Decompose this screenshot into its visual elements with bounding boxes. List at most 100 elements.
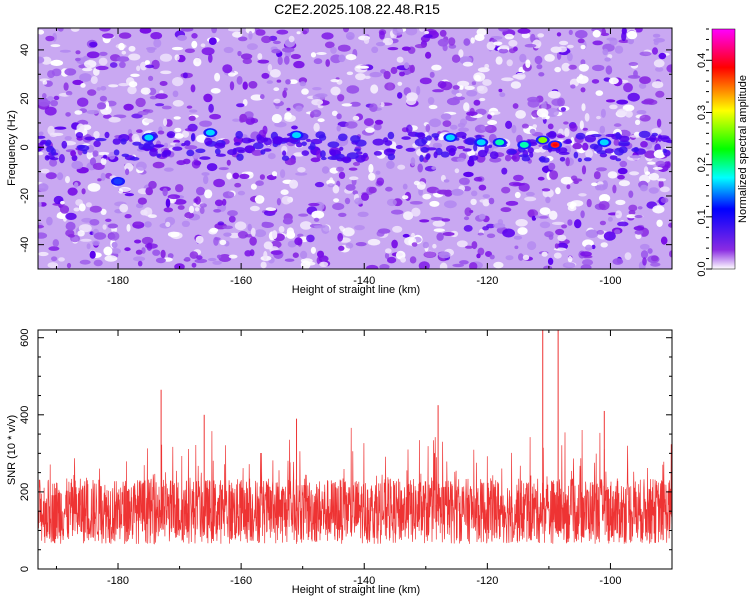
spectrogram-cell (379, 264, 390, 269)
spectrogram-cell (352, 190, 359, 195)
colorbar: 0.0 0.1 0.2 0.3 0.4 Normalized spectral ampl… (696, 28, 749, 277)
spectrogram-cell (567, 44, 574, 49)
spectrogram-cell (211, 28, 217, 34)
spectrogram-cell (655, 160, 666, 167)
spectrogram-cell (341, 103, 353, 107)
spectrogram-cell (294, 237, 303, 246)
spectrogram-band-cell (521, 156, 531, 162)
spectrogram-cell (356, 65, 369, 69)
spectrogram-cell (368, 163, 374, 173)
spectrogram-cell (409, 256, 417, 264)
spectrogram-band-cell (387, 131, 395, 140)
spectrogram-cell (57, 28, 64, 32)
spectrogram-cell (184, 145, 198, 150)
spectrogram-cell (45, 35, 55, 42)
spectrogram-cell (237, 50, 242, 57)
spectrogram-cell (428, 104, 438, 110)
spectrogram-cell (355, 73, 366, 81)
spectrogram-cell (66, 262, 72, 269)
spectrogram-band-cell (301, 150, 310, 156)
spectrogram-cell (617, 174, 625, 180)
spectrogram-cell (100, 157, 107, 166)
spectrogram-band-cell (651, 132, 658, 137)
spectrogram-band-cell (172, 146, 183, 151)
spectrogram-cell (157, 130, 165, 135)
spectrogram-cell (648, 172, 660, 181)
spectrogram-cell (90, 76, 98, 84)
spectrogram-cell (419, 77, 432, 85)
spectrogram-cell (108, 116, 121, 123)
spectrogram-cell (656, 118, 662, 128)
spectrogram-cell (64, 68, 77, 76)
spectrogram-cell (390, 66, 398, 75)
spectrogram-cell (332, 202, 345, 211)
bright-cluster (492, 137, 507, 147)
spectrogram-cell (89, 219, 100, 226)
spectrogram-cell (139, 28, 152, 34)
spectrogram-cell (174, 133, 184, 139)
spectrogram-cell (145, 187, 153, 196)
spectrogram-cell (131, 133, 140, 143)
spectrogram-cell (633, 226, 645, 231)
spectrogram-cell (384, 82, 396, 91)
spectrogram-cell (451, 54, 461, 63)
spectrogram-band-cell (455, 131, 467, 138)
spectrogram-cell (541, 188, 551, 192)
spectrogram-cell (186, 105, 193, 109)
spectrogram-cell (104, 255, 118, 262)
spectrogram-cell (228, 232, 240, 239)
spectrogram-cell (342, 227, 355, 237)
spectrogram-cell (280, 189, 289, 195)
spectrogram-cell (87, 89, 97, 96)
spectrogram-band-cell (508, 149, 518, 155)
spectrogram-cell (618, 39, 630, 43)
spectrogram-cell (228, 254, 238, 259)
spectrogram-cell (93, 131, 100, 139)
spectrogram-cell (48, 246, 60, 251)
spectrogram-cell (566, 184, 571, 190)
spectrogram-cell (53, 95, 60, 101)
spectrogram-cell (639, 114, 651, 122)
spectrogram-cell (556, 32, 562, 37)
spectrogram-cell (554, 243, 559, 249)
spectrogram-cell (495, 56, 503, 65)
snr-x-ticks: -180 -160 -140 -120 -100 (55, 330, 673, 587)
spectrogram-cell (177, 34, 187, 41)
spectrogram-cell (47, 96, 54, 102)
spectrogram-cell (442, 120, 452, 127)
spectrogram-cell (536, 108, 549, 118)
spectrogram-cell (526, 191, 535, 197)
spectrogram-cell (201, 172, 210, 176)
spectrogram-cell (564, 127, 570, 137)
spectrogram-cell (47, 262, 59, 269)
cluster-core (113, 178, 123, 185)
spectrogram-cell (133, 256, 146, 262)
spectrogram-cell (659, 186, 670, 193)
bright-cluster (548, 140, 563, 150)
spectrogram-cell (147, 47, 156, 53)
spectrogram-cell (159, 81, 168, 86)
spectrogram-cell (493, 41, 503, 46)
spectrogram-cell (524, 43, 537, 48)
spectrogram-cell (376, 177, 385, 186)
spectrogram-cell (219, 239, 227, 245)
spectrogram-cell (345, 242, 354, 249)
spectrogram-cell (406, 92, 418, 102)
spectrogram-cell (471, 81, 477, 86)
spectrogram-cell (338, 212, 347, 217)
spectrogram-cell (107, 223, 119, 229)
spectrogram-cell (59, 49, 71, 53)
spectrogram-cell (191, 40, 198, 49)
spectrogram-cell (302, 30, 308, 35)
spectrogram-cell (424, 30, 430, 35)
spectrogram-cell (548, 210, 558, 220)
spectrogram-band-cell (559, 157, 566, 162)
spectrogram-cell (432, 220, 446, 227)
spectrogram-cell (470, 37, 475, 44)
spectrogram-cell (557, 97, 565, 107)
spectrogram-cell (456, 145, 466, 150)
spectrogram-frame (37, 27, 673, 270)
spectrogram-cell (422, 241, 429, 249)
spectrogram-cell (292, 252, 299, 258)
spectrogram-cell (77, 230, 85, 237)
